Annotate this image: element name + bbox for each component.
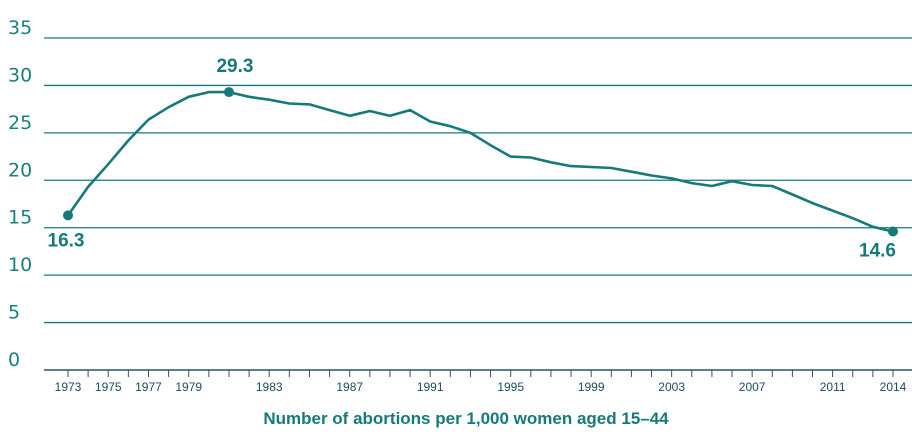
y-axis-ticks: 0 5 10 15 20 25 30 35: [8, 17, 32, 371]
x-tick-label: 1979: [175, 380, 202, 394]
data-point-marker: [223, 87, 234, 98]
data-point-marker: [888, 226, 898, 237]
x-tick-label: 1983: [256, 380, 283, 394]
y-tick-label: 10: [8, 254, 32, 276]
x-tick-label: 1999: [578, 380, 605, 394]
x-tick-label: 1977: [135, 380, 162, 394]
y-tick-label: 20: [8, 159, 32, 181]
x-tick-label: 2003: [658, 380, 685, 394]
y-tick-label: 30: [8, 64, 32, 86]
gridlines: [44, 37, 912, 324]
data-annotations: 16.3 29.3 14.6: [48, 56, 898, 262]
data-label: 16.3: [48, 230, 85, 251]
x-tick-label: 2011: [820, 380, 846, 394]
data-label: 14.6: [859, 241, 896, 262]
x-tick-label: 1987: [336, 380, 363, 394]
data-label: 29.3: [216, 56, 253, 77]
x-tick-label: 1975: [95, 380, 122, 394]
x-tick-label: 1995: [497, 380, 524, 394]
y-tick-label: 35: [8, 17, 32, 39]
x-tick-label: 2014: [880, 380, 907, 394]
y-tick-label: 25: [8, 112, 32, 134]
y-tick-label: 5: [8, 302, 20, 324]
abortion-rate-line: [66, 90, 895, 233]
x-tick-label: 2007: [739, 380, 766, 394]
y-tick-label: 15: [8, 207, 32, 229]
y-tick-label: 0: [8, 349, 20, 371]
x-tick-label: 1973: [55, 380, 82, 394]
data-point-marker: [63, 210, 73, 221]
x-tick-label: 1991: [417, 380, 444, 394]
x-axis: 1973 1975 1977 1979 1983 1987 1991 1995 1999 2003…: [44, 369, 912, 394]
x-axis-title: Number of abortions per 1,000 women aged…: [263, 409, 669, 428]
